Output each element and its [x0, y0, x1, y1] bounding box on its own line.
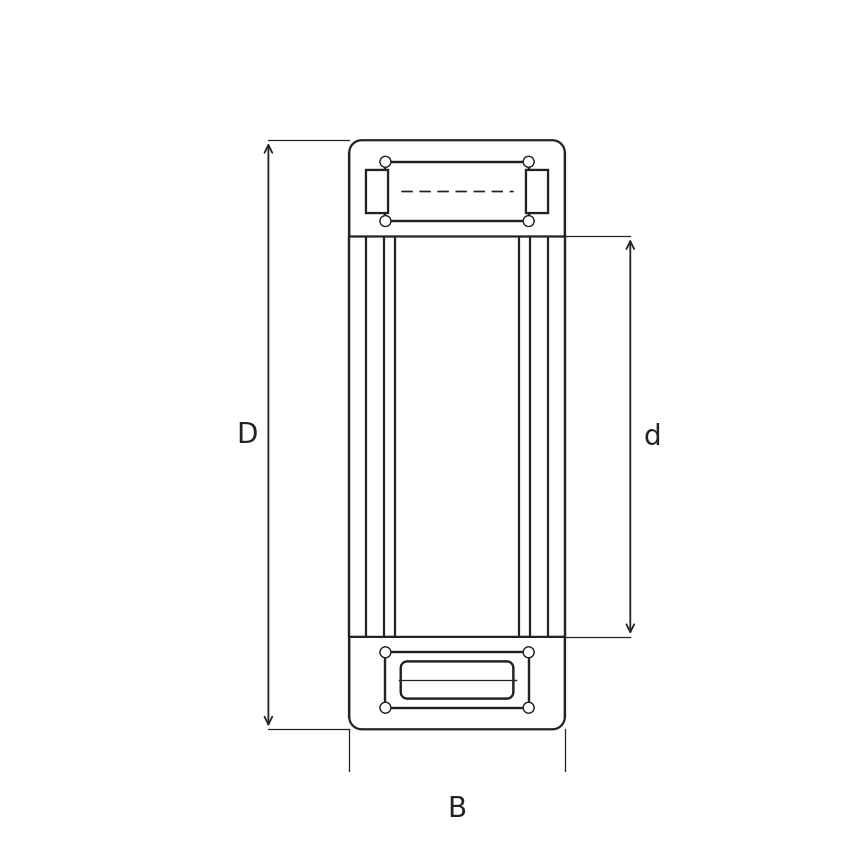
- Polygon shape: [401, 662, 513, 699]
- Circle shape: [380, 216, 391, 226]
- Bar: [386, 162, 529, 221]
- Circle shape: [380, 702, 391, 714]
- Bar: [519, 237, 531, 637]
- Polygon shape: [349, 140, 564, 237]
- Bar: [386, 162, 529, 221]
- Polygon shape: [349, 637, 564, 729]
- Text: B: B: [447, 794, 466, 823]
- Circle shape: [524, 156, 534, 167]
- Bar: [386, 162, 528, 220]
- Text: D: D: [236, 420, 257, 449]
- Bar: [386, 652, 529, 707]
- Bar: [349, 237, 366, 637]
- Circle shape: [524, 216, 534, 226]
- Bar: [394, 237, 519, 637]
- Polygon shape: [526, 170, 548, 212]
- Polygon shape: [526, 170, 548, 212]
- Polygon shape: [401, 662, 513, 699]
- Circle shape: [524, 216, 534, 226]
- Circle shape: [380, 216, 391, 226]
- Circle shape: [380, 647, 391, 658]
- Circle shape: [380, 647, 391, 658]
- Circle shape: [524, 702, 534, 714]
- Text: d: d: [643, 423, 661, 451]
- Circle shape: [524, 702, 534, 714]
- Bar: [386, 652, 529, 707]
- Polygon shape: [366, 170, 388, 212]
- Circle shape: [380, 156, 391, 167]
- Circle shape: [524, 156, 534, 167]
- Circle shape: [524, 647, 534, 658]
- Bar: [384, 237, 394, 637]
- Circle shape: [524, 647, 534, 658]
- Bar: [548, 237, 564, 637]
- Circle shape: [380, 702, 391, 714]
- Polygon shape: [366, 170, 388, 212]
- Circle shape: [380, 156, 391, 167]
- Bar: [386, 653, 528, 707]
